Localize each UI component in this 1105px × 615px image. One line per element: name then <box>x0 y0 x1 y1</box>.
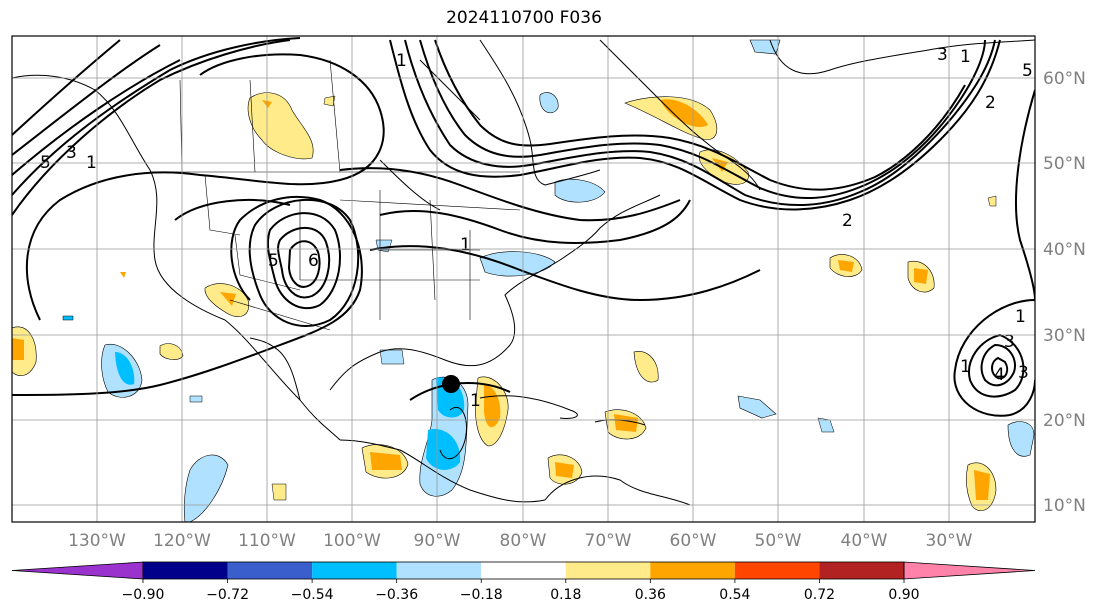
colorbar-tick-label: −0.72 <box>206 587 249 603</box>
contour-label: 4 <box>994 365 1005 385</box>
lat-label: 10°N <box>1043 496 1086 516</box>
map-area <box>12 36 1035 522</box>
lon-label: 110°W <box>238 531 296 551</box>
lon-label: 130°W <box>68 531 126 551</box>
colorbar-tick-label: 0.18 <box>550 587 581 603</box>
contour-label: 1 <box>460 235 471 255</box>
contour-label: 6 <box>308 251 319 271</box>
graticule <box>12 36 1035 522</box>
colorbar-tick-label: −0.90 <box>122 587 165 603</box>
map-frame <box>11 35 1036 523</box>
lon-label: 120°W <box>153 531 211 551</box>
lon-label: 70°W <box>585 531 632 551</box>
colorbar-segment <box>819 562 904 579</box>
anomaly-shading <box>12 39 1035 522</box>
storm-center-marker <box>442 375 460 393</box>
colorbar-segment <box>143 562 228 579</box>
colorbar-tick-label: −0.36 <box>375 587 418 603</box>
lon-label: 100°W <box>323 531 381 551</box>
colorbar-segment <box>650 562 735 579</box>
lon-label: 50°W <box>755 531 802 551</box>
colorbar-segment <box>396 562 482 579</box>
colorbar-tick-label: 0.90 <box>888 587 919 603</box>
contour-label: 1 <box>396 51 407 71</box>
lon-label: 30°W <box>926 531 973 551</box>
colorbar-segment <box>227 562 313 579</box>
contour-label: 3 <box>937 45 948 65</box>
contour-label: 5 <box>1022 61 1033 81</box>
map-title: 2024110700 F036 <box>446 8 602 28</box>
colorbar-segment <box>312 562 397 579</box>
colorbar-max-extend <box>903 561 1036 580</box>
colorbar-outline <box>142 561 905 580</box>
colorbar-tick-label: 0.36 <box>635 587 666 603</box>
colorbar-tick-label: −0.18 <box>460 587 503 603</box>
contour-label: 3 <box>1018 363 1029 383</box>
lon-label: 90°W <box>414 531 461 551</box>
lon-label: 80°W <box>500 531 547 551</box>
lon-label: 40°W <box>841 531 888 551</box>
latitude-labels: 60°N 50°N 40°N 30°N 20°N 10°N <box>1043 69 1086 516</box>
contour-label: 1 <box>960 47 971 67</box>
contour-label: 1 <box>1015 307 1026 327</box>
lat-label: 30°N <box>1043 326 1086 346</box>
colorbar-tick-label: 0.54 <box>719 587 750 603</box>
colorbar-tick-label: 0.72 <box>804 587 835 603</box>
colorbar-tick-label: −0.54 <box>291 587 334 603</box>
contour-label: 3 <box>66 143 77 163</box>
colorbar-segment <box>734 562 820 579</box>
lat-label: 20°N <box>1043 411 1086 431</box>
colorbar: −0.90 −0.72 −0.54 −0.36 −0.18 0.18 0.36 0.54 0.7… <box>11 561 1036 603</box>
lat-label: 40°N <box>1043 240 1086 260</box>
contour-label: 1 <box>470 391 481 411</box>
lat-label: 50°N <box>1043 154 1086 174</box>
colorbar-segment <box>565 562 651 579</box>
contour-label: 2 <box>842 211 853 231</box>
colorbar-min-extend <box>11 561 144 580</box>
longitude-labels: 130°W 120°W 110°W 100°W 90°W 80°W 70°W 6… <box>68 531 973 551</box>
colorbar-segment <box>481 562 566 579</box>
contour-label: 5 <box>268 251 279 271</box>
contour-label: 1 <box>960 357 971 377</box>
coastlines <box>12 39 1035 506</box>
contour-label: 3 <box>1004 332 1015 352</box>
lon-label: 60°W <box>670 531 717 551</box>
lat-label: 60°N <box>1043 69 1086 89</box>
contour-label: 2 <box>985 93 996 113</box>
